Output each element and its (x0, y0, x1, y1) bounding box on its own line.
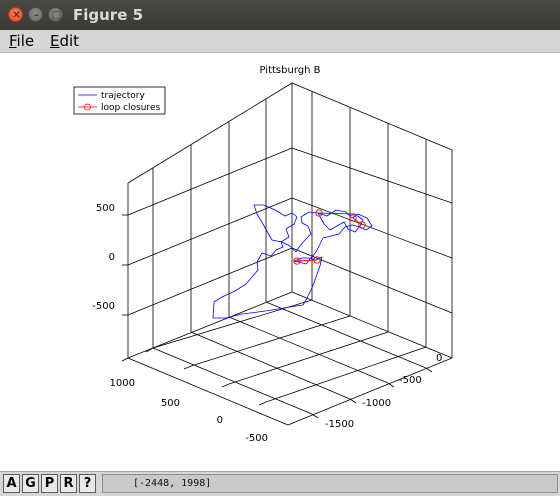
legend: trajectory loop closures (73, 86, 166, 115)
loop-closure-marker-5 (313, 256, 321, 264)
gridline-y-0-floor (228, 316, 389, 384)
grid-toggle-button[interactable]: G (22, 474, 39, 493)
gridline-z-minus500-left (127, 247, 293, 316)
floor-edge-front-right (287, 357, 453, 426)
gridline-y-1000-floor (152, 347, 313, 415)
tick-x-minus1000 (387, 382, 395, 388)
gridline-z-0-right (291, 197, 453, 259)
menu-edit-label: dit (59, 32, 80, 50)
chart-title: Pittsburgh B (260, 65, 321, 76)
loop-closure-marker-1 (315, 209, 323, 217)
axes-box (121, 82, 453, 426)
gridline-z-minus500-right (291, 247, 453, 314)
tick-y-1000 (145, 347, 154, 353)
loop-closure-link-1 (352, 217, 363, 226)
legend-trajectory-label: trajectory (101, 91, 145, 101)
legend-loop-closures-marker (84, 103, 91, 111)
y-tick-label-500: 500 (161, 398, 180, 409)
help-button[interactable]: ? (79, 474, 96, 493)
gridline-z-0-left (127, 197, 293, 266)
loop-closure-marker-2 (349, 214, 357, 222)
menu-file[interactable]: File (9, 30, 34, 52)
tick-x-minus1500 (425, 367, 433, 373)
top-edge-left (127, 82, 293, 184)
minimize-icon: – (34, 10, 39, 21)
y-tick-label-1000: 1000 (110, 378, 135, 389)
floor-edge-back-right (291, 291, 453, 359)
loop-closures (293, 209, 366, 265)
menu-file-label: ile (16, 32, 35, 50)
top-edge-right (291, 82, 453, 151)
rotate-button[interactable]: R (60, 474, 77, 493)
tick-y-0 (221, 383, 230, 388)
window-title: Figure 5 (73, 6, 144, 24)
trajectory-line (212, 204, 373, 319)
menu-edit-mnemonic: E (50, 32, 60, 50)
x-tick-label-minus1000: -1000 (362, 398, 391, 409)
gridline-x-minus1000-floor (228, 331, 389, 385)
y-tick-label-0: 0 (217, 415, 223, 426)
tick-y-500 (183, 365, 192, 370)
gridline-z-500-right (291, 147, 453, 204)
floor-edge-front-left (127, 357, 289, 426)
y-tick-label-minus500: -500 (245, 433, 268, 444)
minimize-button[interactable]: – (28, 7, 43, 22)
loop-closure-marker-4 (293, 257, 301, 265)
gridline-x-minus1500-floor (265, 346, 427, 403)
legend-loop-closures-label: loop closures (101, 103, 160, 113)
gridline-y-500-floor (190, 331, 351, 400)
menu-bar: File Edit (0, 30, 560, 53)
maximize-button[interactable]: □ (48, 7, 63, 22)
z-tick-label-minus500: -500 (92, 301, 115, 312)
tick-x-0-front (311, 413, 319, 419)
close-icon: ✕ (12, 10, 21, 21)
maximize-icon: □ (51, 10, 62, 21)
z-tick-label-0: 0 (109, 252, 115, 263)
coordinate-readout: [-2448, 1998] (102, 474, 558, 493)
window-titlebar: ✕ – □ Figure 5 (0, 0, 560, 30)
z-tick-label-500: 500 (96, 203, 115, 214)
plot-area[interactable]: Pittsburgh B (0, 53, 560, 471)
gridline-x-minus500-floor (190, 315, 351, 367)
menu-file-mnemonic: F (9, 32, 17, 50)
pan-button[interactable]: P (41, 474, 58, 493)
x-tick-label-0: 0 (436, 353, 442, 364)
menu-edit[interactable]: Edit (50, 30, 79, 52)
tick-y-minus500 (258, 401, 267, 406)
plot-canvas[interactable]: Pittsburgh B (0, 53, 560, 471)
gridline-z-500-left (127, 147, 293, 216)
tick-corner-y (121, 357, 129, 362)
gridline-y-minus500-floor (265, 301, 427, 369)
x-tick-label-minus1500: -1500 (325, 419, 354, 430)
bottom-toolbar: A G P R ? [-2448, 1998] (0, 471, 560, 496)
close-button[interactable]: ✕ (8, 7, 23, 22)
autoscale-button[interactable]: A (3, 474, 20, 493)
x-tick-label-minus500: -500 (399, 375, 422, 386)
loop-closure-marker-3 (358, 221, 366, 229)
tick-x-minus500 (349, 398, 357, 404)
